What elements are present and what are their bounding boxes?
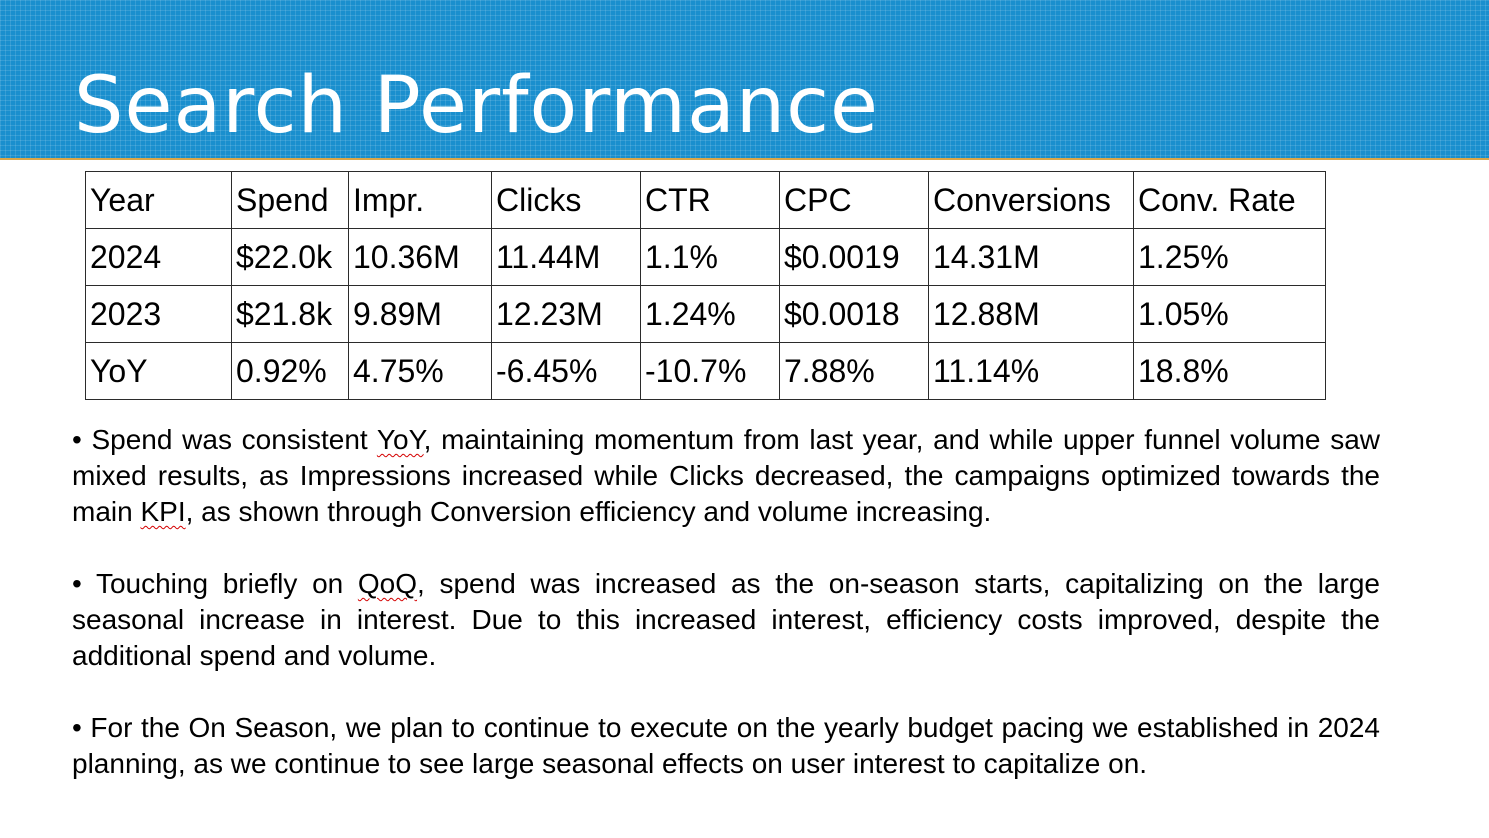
bullet-list[interactable]: • Spend was consistent YoY, maintaining … [72,422,1380,818]
table-cell[interactable]: 10.36M [348,228,492,286]
bullet-text: • For the On Season, we plan to continue… [72,712,1380,779]
bullet-text: , spend was increased as the on-season s… [72,568,1380,671]
table-cell[interactable]: 12.88M [928,285,1134,343]
bullet-yoy-summary[interactable]: • Spend was consistent YoY, maintaining … [72,422,1380,530]
table-cell[interactable]: 9.89M [348,285,492,343]
table-cell[interactable]: 2023 [85,285,232,343]
table-cell[interactable]: 0.92% [231,342,349,400]
table-cell[interactable]: $21.8k [231,285,349,343]
header-cell-clicks[interactable]: Clicks [491,171,641,229]
table-cell[interactable]: 1.25% [1133,228,1326,286]
table-row: YoY 0.92% 4.75% -6.45% -10.7% 7.88% 11.1… [85,342,1326,400]
table-cell[interactable]: 18.8% [1133,342,1326,400]
bullet-on-season-plan[interactable]: • For the On Season, we plan to continue… [72,710,1380,782]
bullet-qoq-summary[interactable]: • Touching briefly on QoQ, spend was inc… [72,566,1380,674]
table-cell[interactable]: 1.1% [640,228,780,286]
spellcheck-word[interactable]: KPI [140,496,186,527]
table-row: 2024 $22.0k 10.36M 11.44M 1.1% $0.0019 1… [85,228,1326,286]
header-cell-impressions[interactable]: Impr. [348,171,492,229]
table-cell[interactable]: 2024 [85,228,232,286]
bullet-text: • Touching briefly on [72,568,358,599]
table-row: 2023 $21.8k 9.89M 12.23M 1.24% $0.0018 1… [85,285,1326,343]
header-band [0,0,1489,160]
slide-title[interactable]: Search Performance [74,61,880,151]
header-cell-conversions[interactable]: Conversions [928,171,1134,229]
table-cell[interactable]: 4.75% [348,342,492,400]
performance-table: Year Spend Impr. Clicks CTR CPC Conversi… [85,171,1326,400]
table-cell[interactable]: -6.45% [491,342,641,400]
table-cell[interactable]: 1.05% [1133,285,1326,343]
table-cell[interactable]: 11.44M [491,228,641,286]
table-cell[interactable]: 7.88% [779,342,929,400]
header-cell-conv-rate[interactable]: Conv. Rate [1133,171,1326,229]
table-cell[interactable]: -10.7% [640,342,780,400]
table-cell[interactable]: 14.31M [928,228,1134,286]
table-cell[interactable]: $0.0019 [779,228,929,286]
header-cell-ctr[interactable]: CTR [640,171,780,229]
header-cell-year[interactable]: Year [85,171,232,229]
spellcheck-word[interactable]: QoQ [357,568,418,599]
table-header-row: Year Spend Impr. Clicks CTR CPC Conversi… [85,171,1326,229]
bullet-text: • Spend was consistent [72,424,377,455]
bullet-text: , as shown through Conversion efficiency… [185,496,992,527]
header-cell-cpc[interactable]: CPC [779,171,929,229]
table-cell[interactable]: 11.14% [928,342,1134,400]
table-cell[interactable]: $0.0018 [779,285,929,343]
spellcheck-word[interactable]: YoY [376,424,424,455]
header-cell-spend[interactable]: Spend [231,171,349,229]
table-cell[interactable]: $22.0k [231,228,349,286]
table-cell[interactable]: YoY [85,342,232,400]
bullet-text: , maintaining momentum from last year, a… [72,424,1380,527]
table-cell[interactable]: 1.24% [640,285,780,343]
table-cell[interactable]: 12.23M [491,285,641,343]
